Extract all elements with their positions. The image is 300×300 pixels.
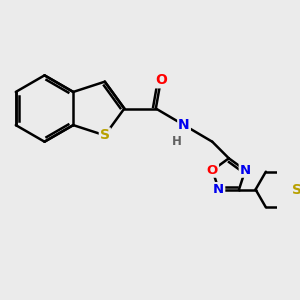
Text: S: S — [292, 182, 300, 197]
Text: O: O — [155, 73, 167, 87]
Text: O: O — [207, 164, 218, 177]
Text: N: N — [213, 183, 224, 196]
Text: N: N — [240, 164, 251, 177]
Text: H: H — [172, 134, 182, 148]
Text: S: S — [100, 128, 110, 142]
Text: N: N — [178, 118, 190, 132]
